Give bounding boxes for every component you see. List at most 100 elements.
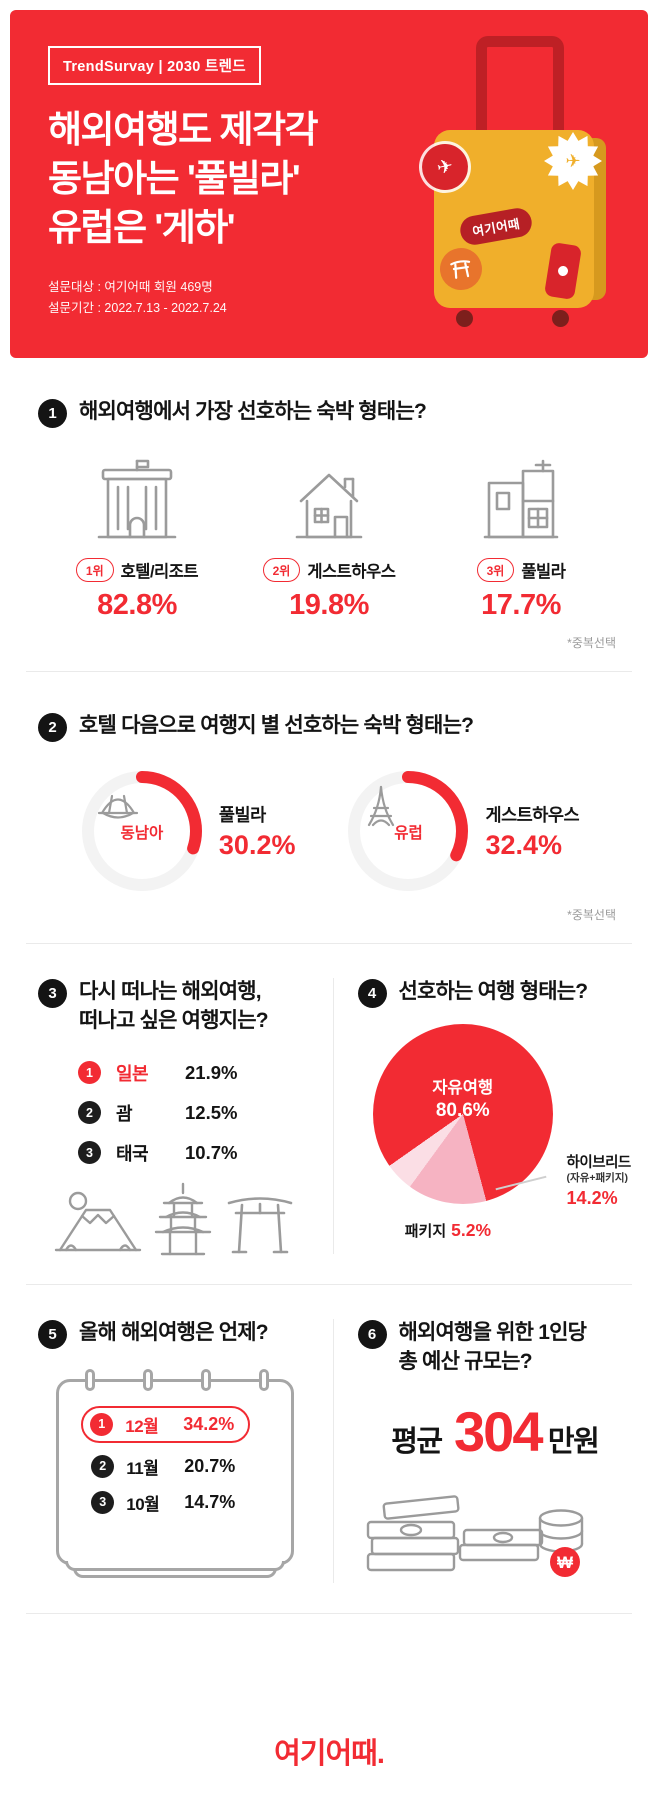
guesthouse-icon (234, 452, 424, 544)
multi-select-note: *중복선택 (38, 634, 616, 651)
pagoda-icon (150, 1182, 216, 1258)
rank-value: 14.7% (184, 1492, 235, 1513)
section-title: 선호하는 여행 형태는? (399, 978, 588, 1007)
starburst-sticker-icon: ✈ (544, 132, 602, 190)
section-budget: 6 해외여행을 위한 1인당 총 예산 규모는? 평균 304 만원 (334, 1285, 658, 1613)
section-title: 해외여행을 위한 1인당 총 예산 규모는? (399, 1319, 587, 1377)
gauge-inner: 동남아 (95, 784, 189, 878)
month-rank-list: 1 12월 34.2% 2 11월 20.7% 3 10월 14.7% (59, 1382, 291, 1515)
torii-sticker-icon (437, 245, 484, 292)
money-illustration: ₩ (358, 1470, 590, 1582)
rank-number-badge: 3 (91, 1491, 114, 1514)
hotel-icon (42, 452, 232, 544)
rank-value: 34.2% (183, 1414, 234, 1435)
rank-line: 2위 게스트하우스 (234, 558, 424, 582)
torii-gate-icon (224, 1188, 296, 1258)
section-heading: 1 해외여행에서 가장 선호하는 숙박 형태는? (38, 398, 620, 428)
calendar-ring-icon (143, 1369, 153, 1391)
calendar-page-edge (65, 1561, 285, 1571)
gauge-label: 게스트하우스 (485, 802, 579, 827)
rank-number-badge: 1 (78, 1061, 101, 1084)
section-accommodation: 1 해외여행에서 가장 선호하는 숙박 형태는? 1위 호텔/리조트 82.8% (0, 358, 658, 671)
rank-number-badge: 3 (78, 1141, 101, 1164)
mount-fuji-icon (54, 1188, 142, 1258)
rank-label: 10월 (126, 1490, 172, 1515)
ranking-item: 3위 풀빌라 17.7% (426, 452, 616, 622)
section-number-badge: 3 (38, 979, 67, 1008)
section-title: 다시 떠나는 해외여행, 떠나고 싶은 여행지는? (79, 978, 268, 1036)
ticket-sticker-icon (544, 242, 582, 300)
rank-value: 20.7% (184, 1456, 235, 1477)
section-title: 올해 해외여행은 언제? (79, 1319, 268, 1348)
section-destination-accommodation: 2 호텔 다음으로 여행지 별 선호하는 숙박 형태는? 동남아 풀빌라 30.… (0, 672, 658, 943)
gauge-value: 32.4% (485, 830, 579, 861)
rank-value: 10.7% (185, 1142, 237, 1164)
calendar-illustration: 1 12월 34.2% 2 11월 20.7% 3 10월 14.7% (56, 1379, 294, 1565)
rank-label: 태국 (116, 1140, 170, 1166)
ranking-value: 17.7% (426, 589, 616, 622)
rank-row: 1 일본 21.9% (78, 1060, 313, 1086)
rank-line: 1위 호텔/리조트 (42, 558, 232, 582)
accommodation-ranking: 1위 호텔/리조트 82.8% 2위 게스트하우스 (38, 428, 620, 622)
brand-sticker: 여기어때 (458, 206, 534, 247)
budget-prefix: 평균 (391, 1426, 441, 1458)
calendar-ring-icon (201, 1369, 211, 1391)
ranking-value: 82.8% (42, 589, 232, 622)
rank-label: 괌 (116, 1100, 170, 1126)
donut-gauge: 동남아 (79, 768, 205, 894)
section-title: 해외여행에서 가장 선호하는 숙박 형태는? (79, 398, 426, 427)
row-sections-3-4: 3 다시 떠나는 해외여행, 떠나고 싶은 여행지는? 1 일본 21.9% 2… (0, 944, 658, 1284)
section-number-badge: 1 (38, 399, 67, 428)
pie-label-hybrid: 하이브리드 (자유+패키지) 14.2% (567, 1154, 631, 1210)
gauge-text: 게스트하우스 32.4% (485, 802, 579, 861)
budget-amount: 평균 304 만원 (358, 1399, 633, 1464)
rank-badge: 1위 (76, 558, 114, 582)
trend-survey-badge: TrendSurvay | 2030 트렌드 (48, 46, 261, 85)
rank-label: 12월 (125, 1412, 171, 1437)
ranking-value: 19.8% (234, 589, 424, 622)
section-travel-type: 4 선호하는 여행 형태는? 자유여행 80.6% 하이브리드 (자유+패키지)… (334, 944, 658, 1284)
section-heading: 3 다시 떠나는 해외여행, 떠나고 싶은 여행지는? (38, 978, 313, 1036)
suitcase-body: ✈ ✈ 여기어때 (434, 130, 594, 308)
section-travel-timing: 5 올해 해외여행은 언제? 1 12월 34.2% 2 11월 2 (0, 1285, 333, 1613)
suitcase-illustration: ✈ ✈ 여기어때 (434, 36, 614, 336)
yeogieottae-logo: 여기어때. (274, 1738, 384, 1770)
gauge-text: 풀빌라 30.2% (219, 802, 296, 861)
section-number-badge: 2 (38, 713, 67, 742)
gauge-europe: 유럽 게스트하우스 32.4% (345, 768, 579, 894)
rank-number-badge: 1 (90, 1413, 113, 1436)
rank-number-badge: 2 (78, 1101, 101, 1124)
top-month-highlight: 1 12월 34.2% (81, 1406, 250, 1443)
pool-villa-icon (426, 452, 616, 544)
pie-label-main: 자유여행 80.6% (373, 1074, 553, 1122)
footer: 여기어때. (0, 1614, 658, 1802)
hero-header: TrendSurvay | 2030 트렌드 해외여행도 제각각 동남아는 '풀… (10, 10, 648, 358)
multi-select-note: *중복선택 (38, 906, 616, 923)
row-sections-5-6: 5 올해 해외여행은 언제? 1 12월 34.2% 2 11월 2 (0, 1285, 658, 1613)
rank-label: 일본 (116, 1060, 170, 1086)
section-number-badge: 5 (38, 1320, 67, 1349)
section-number-badge: 6 (358, 1320, 387, 1349)
ranking-item: 2위 게스트하우스 19.8% (234, 452, 424, 622)
section-heading: 6 해외여행을 위한 1인당 총 예산 규모는? (358, 1319, 633, 1377)
rank-row: 2 11월 20.7% (81, 1454, 291, 1479)
rank-label: 11월 (126, 1454, 172, 1479)
section-title: 호텔 다음으로 여행지 별 선호하는 숙박 형태는? (79, 712, 473, 741)
svg-text:₩: ₩ (556, 1553, 573, 1572)
suitcase-wheel (456, 310, 473, 327)
rank-number-badge: 2 (91, 1455, 114, 1478)
rank-value: 21.9% (185, 1062, 237, 1084)
gauge-inner: 유럽 (361, 784, 455, 878)
calendar-ring-icon (259, 1369, 269, 1391)
ranking-label: 게스트하우스 (307, 558, 395, 582)
rank-value: 12.5% (185, 1102, 237, 1124)
rank-row: 3 10월 14.7% (81, 1490, 291, 1515)
section-heading: 5 올해 해외여행은 언제? (38, 1319, 313, 1349)
gauge-row: 동남아 풀빌라 30.2% 유럽 (38, 768, 620, 894)
donut-gauge: 유럽 (345, 768, 471, 894)
budget-value: 304 (454, 1400, 541, 1463)
ranking-item: 1위 호텔/리조트 82.8% (42, 452, 232, 622)
suitcase-wheel (552, 310, 569, 327)
